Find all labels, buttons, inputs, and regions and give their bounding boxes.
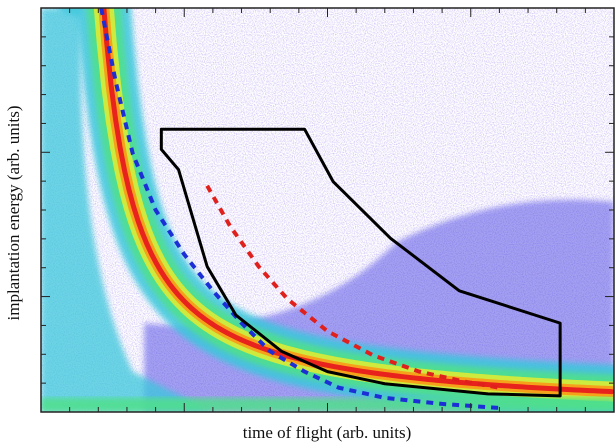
overlay-lines bbox=[99, 8, 562, 410]
y-axis-label: implantation energy (arb. units) bbox=[4, 105, 23, 321]
axis-ticks bbox=[41, 8, 614, 412]
dashed-curve-1 bbox=[99, 8, 500, 410]
density-layer bbox=[41, 8, 614, 412]
plot-frame bbox=[40, 7, 615, 413]
selection-gate bbox=[159, 127, 562, 398]
cyan-region bbox=[41, 8, 213, 412]
locus-band bbox=[101, 8, 614, 395]
x-axis-label: time of flight (arb. units) bbox=[242, 423, 412, 442]
